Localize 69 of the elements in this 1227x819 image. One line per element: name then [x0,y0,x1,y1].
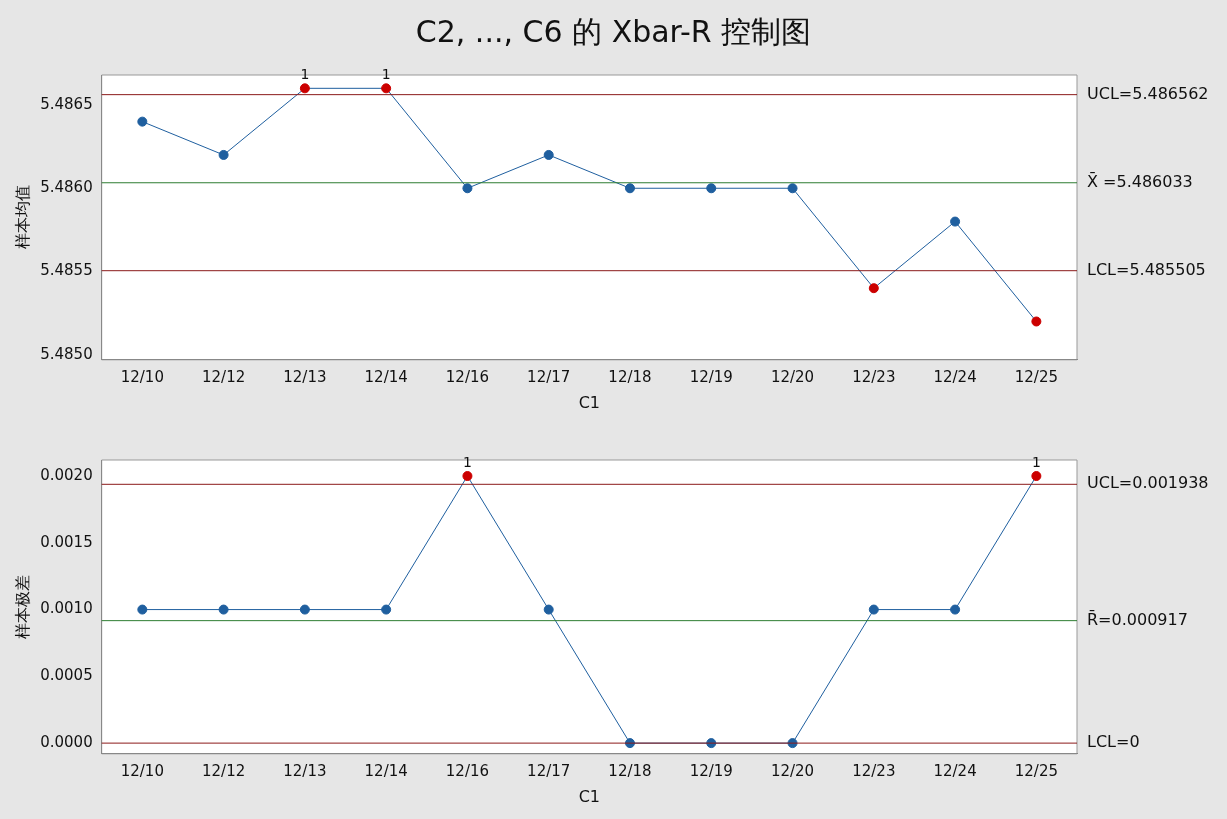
x-tick-label: 12/10 [120,761,164,780]
ref-line-label: X̄ =5.486033 [1087,171,1193,191]
y-tick-label: 0.0005 [40,666,93,685]
point [218,604,229,615]
x-tick-label: 12/14 [364,367,408,386]
ref-line-label: LCL=5.485505 [1087,259,1206,279]
point [950,604,961,615]
point [462,471,473,482]
point [381,604,392,615]
x-tick-label: 12/13 [283,367,327,386]
x-tick-label: 12/23 [852,761,896,780]
x-tick-label: 12/18 [608,367,652,386]
point [381,83,392,94]
ref-line-label: UCL=5.486562 [1087,83,1209,103]
x-tick-label: 12/20 [770,761,815,780]
x-tick-label: 12/18 [608,761,652,780]
point [950,216,961,227]
x-tick-label: 12/24 [933,367,977,386]
point [137,116,148,127]
x-tick-label: 12/13 [283,761,327,780]
point [868,283,879,294]
point [706,183,717,194]
y-tick-label: 5.4865 [40,94,93,113]
y-axis-title: 样本均值 [12,185,32,250]
x-tick-label: 12/23 [852,367,896,386]
x-tick-label: 12/19 [689,761,733,780]
point [543,149,554,160]
y-tick-label: 5.4860 [40,178,93,197]
annotation: 1 [1031,453,1041,470]
point [299,83,310,94]
annotation: 1 [381,65,391,82]
x-tick-label: 12/14 [364,761,408,780]
point [1031,316,1042,327]
ref-line-label: UCL=0.001938 [1087,473,1209,493]
y-tick-label: 0.0015 [40,532,93,551]
x-tick-label: 12/20 [770,367,815,386]
x-tick-label: 12/12 [201,761,246,780]
x-tick-label: 12/24 [933,761,977,780]
x-tick-label: 12/25 [1014,761,1058,780]
y-axis-title: 样本极差 [12,574,32,639]
point [462,183,473,194]
point [624,183,635,194]
point [137,604,148,615]
x-tick-label: 12/17 [527,761,571,780]
x-tick-label: 12/19 [689,367,733,386]
y-tick-label: 5.4855 [40,261,93,280]
y-tick-label: 0.0010 [40,599,93,618]
y-tick-label: 0.0000 [40,733,93,752]
y-tick-label: 5.4850 [40,344,93,363]
point [218,149,229,160]
x-axis-title: C1 [578,786,601,806]
x-tick-label: 12/25 [1014,367,1058,386]
point [787,183,798,194]
annotation: 1 [300,65,310,82]
x-tick-label: 12/17 [527,367,571,386]
point [868,604,879,615]
ref-line-label: R̄=0.000917 [1087,609,1188,629]
x-tick-label: 12/16 [445,367,490,386]
annotation: 1 [462,453,472,470]
x-tick-label: 12/12 [201,367,246,386]
point [543,604,554,615]
y-tick-label: 0.0020 [40,465,93,484]
x-tick-label: 12/16 [445,761,490,780]
chart-title: C2, ..., C6 的 Xbar-R 控制图 [414,13,813,51]
x-tick-label: 12/10 [120,367,164,386]
point [1031,471,1042,482]
x-axis-title: C1 [578,392,601,412]
point [299,604,310,615]
ref-line-label: LCL=0 [1087,732,1140,752]
